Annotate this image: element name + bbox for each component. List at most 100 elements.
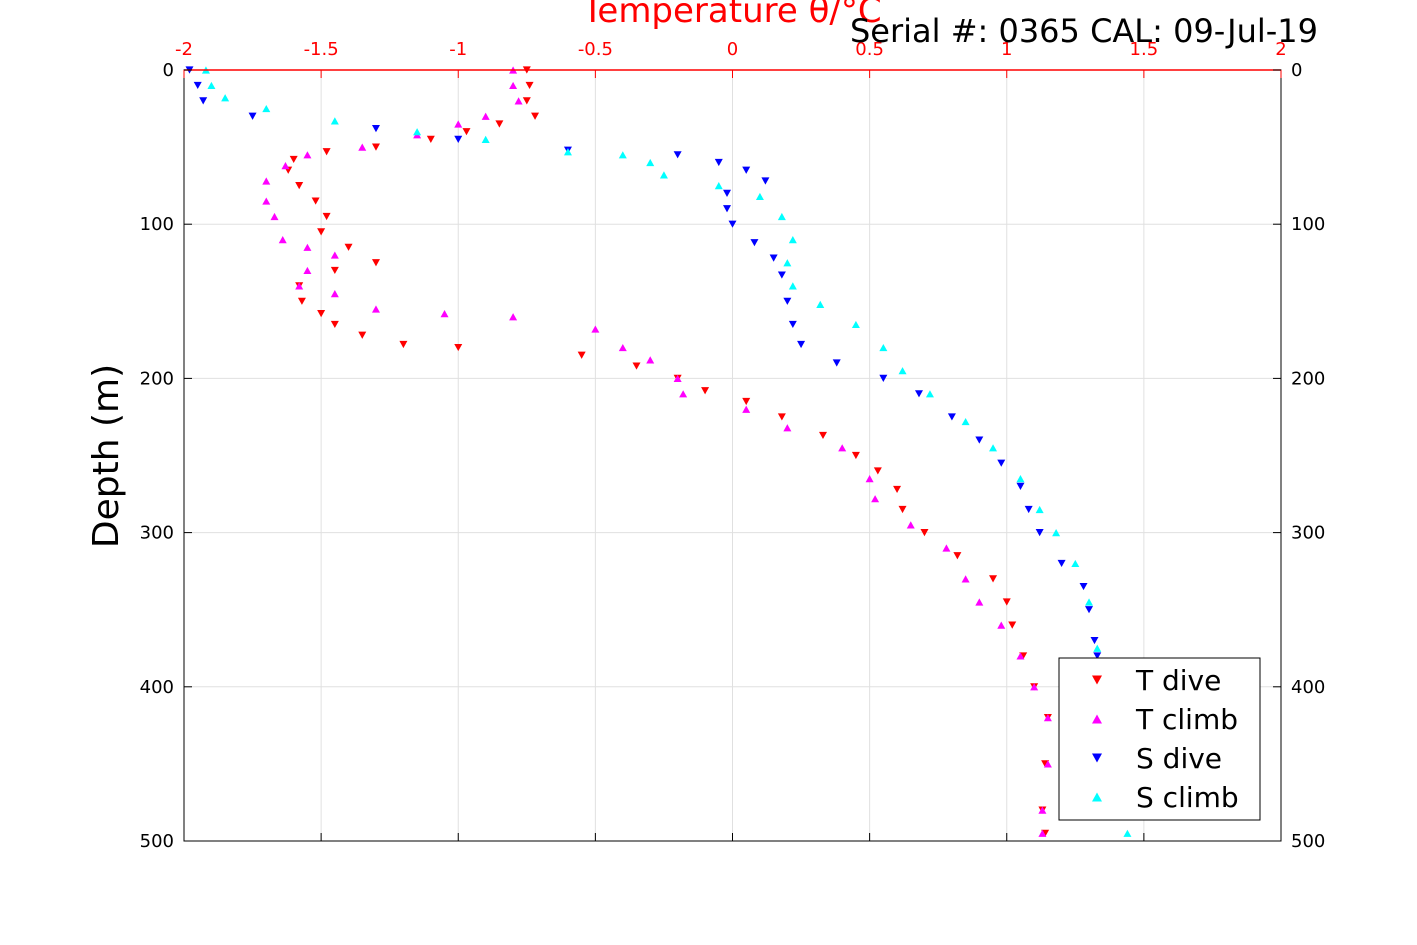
data-point bbox=[769, 254, 778, 262]
data-point bbox=[413, 128, 422, 136]
y-tick-label-left: 500 bbox=[140, 831, 174, 852]
data-point bbox=[322, 148, 331, 156]
data-point bbox=[989, 444, 998, 452]
data-point bbox=[371, 124, 380, 133]
data-point bbox=[1002, 598, 1011, 606]
serial-calibration-label: Serial #: 0365 CAL: 09-Jul-19 bbox=[850, 12, 1318, 50]
data-point bbox=[961, 417, 970, 426]
legend-marker bbox=[1092, 792, 1102, 802]
data-point bbox=[1093, 644, 1102, 652]
data-point bbox=[777, 212, 786, 221]
y-tick-label-right: 100 bbox=[1291, 214, 1325, 235]
data-point bbox=[1016, 482, 1025, 490]
data-point bbox=[975, 598, 984, 606]
data-point bbox=[879, 343, 888, 352]
series-layer bbox=[185, 66, 1132, 837]
data-point bbox=[297, 297, 306, 305]
series-s-climb bbox=[201, 66, 1132, 837]
data-point bbox=[358, 331, 367, 339]
data-point bbox=[525, 81, 534, 90]
data-point bbox=[262, 104, 271, 113]
data-point bbox=[1008, 621, 1017, 629]
data-point bbox=[591, 325, 600, 333]
data-point bbox=[783, 297, 792, 305]
data-point bbox=[270, 212, 279, 221]
data-point bbox=[193, 81, 202, 90]
y-tick-label-right: 200 bbox=[1291, 368, 1325, 389]
data-point bbox=[221, 94, 230, 102]
data-point bbox=[440, 310, 449, 318]
data-point bbox=[563, 148, 572, 156]
y-axis-label: Depth (m) bbox=[86, 364, 127, 548]
data-point bbox=[330, 117, 339, 125]
data-point bbox=[714, 182, 723, 190]
legend-label: T climb bbox=[1135, 703, 1238, 736]
data-point bbox=[673, 374, 682, 382]
data-point bbox=[832, 359, 841, 367]
x-tick-label: 2 bbox=[1275, 39, 1286, 60]
x-tick-label: 0.5 bbox=[855, 39, 884, 60]
legend-box bbox=[1058, 657, 1261, 821]
data-point bbox=[797, 340, 806, 349]
data-point bbox=[317, 228, 326, 236]
data-point bbox=[462, 128, 471, 136]
data-point bbox=[1093, 652, 1102, 660]
data-point bbox=[997, 621, 1006, 629]
data-point bbox=[838, 444, 847, 452]
series-t-climb bbox=[262, 66, 1052, 837]
data-point bbox=[975, 436, 984, 444]
data-point bbox=[303, 151, 312, 159]
x-tick-label: -2 bbox=[175, 39, 193, 60]
data-point bbox=[755, 192, 764, 201]
data-point bbox=[961, 575, 970, 583]
y-tick-label-left: 0 bbox=[163, 60, 174, 81]
data-point bbox=[925, 390, 934, 398]
x-tick-label: 1 bbox=[1001, 39, 1012, 60]
data-point bbox=[742, 166, 751, 174]
data-point bbox=[783, 424, 792, 432]
data-point bbox=[761, 177, 770, 185]
data-point bbox=[481, 112, 490, 120]
data-point bbox=[679, 390, 688, 398]
data-point bbox=[481, 135, 490, 143]
data-point bbox=[454, 120, 463, 128]
data-point bbox=[723, 189, 732, 197]
legend-label: T dive bbox=[1135, 664, 1221, 697]
x-tick-label: -0.5 bbox=[578, 39, 613, 60]
data-point bbox=[289, 155, 298, 164]
data-point bbox=[344, 243, 353, 251]
data-point bbox=[997, 459, 1006, 467]
data-point bbox=[646, 158, 655, 167]
data-point bbox=[777, 413, 786, 421]
y-tick-label-right: 500 bbox=[1291, 831, 1325, 852]
data-point bbox=[311, 197, 320, 205]
data-point bbox=[1035, 529, 1044, 537]
data-point bbox=[851, 451, 860, 460]
data-point bbox=[454, 343, 463, 352]
data-point bbox=[777, 271, 786, 279]
data-point bbox=[509, 313, 518, 321]
data-point bbox=[199, 97, 208, 105]
data-point bbox=[495, 120, 504, 128]
data-point bbox=[819, 431, 828, 440]
data-point bbox=[358, 143, 367, 151]
data-point bbox=[1035, 505, 1044, 514]
data-point bbox=[750, 239, 759, 247]
y-tick-label-right: 0 bbox=[1291, 60, 1302, 81]
data-point bbox=[618, 343, 627, 352]
y-tick-label-left: 400 bbox=[140, 677, 174, 698]
data-point bbox=[1038, 806, 1047, 814]
data-point bbox=[399, 340, 408, 349]
data-point bbox=[262, 177, 271, 185]
y-tick-label-right: 400 bbox=[1291, 677, 1325, 698]
data-point bbox=[920, 529, 929, 537]
data-point bbox=[1030, 683, 1039, 691]
data-point bbox=[723, 205, 732, 213]
data-point bbox=[509, 81, 518, 90]
y-tick-label-left: 200 bbox=[140, 368, 174, 389]
data-point bbox=[317, 310, 326, 318]
data-point bbox=[1016, 652, 1025, 660]
data-point bbox=[646, 356, 655, 364]
